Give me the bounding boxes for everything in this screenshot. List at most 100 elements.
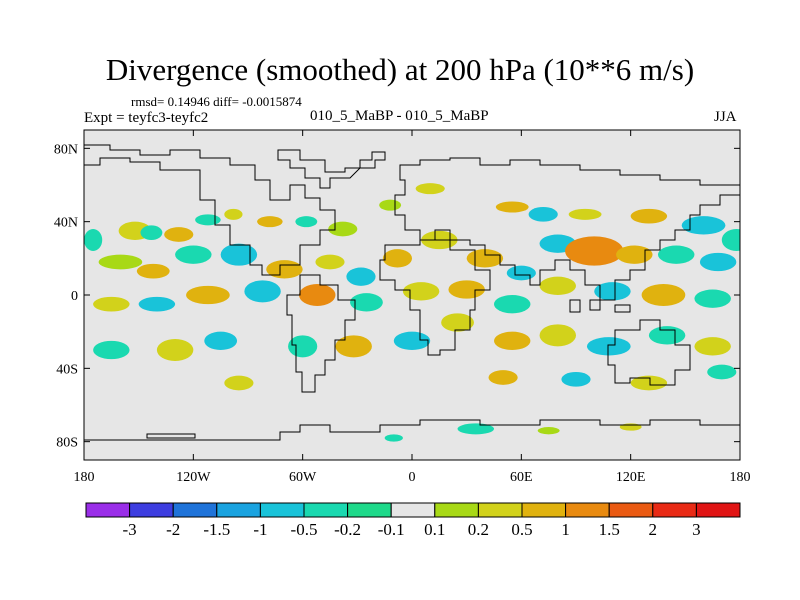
divergence-contour bbox=[630, 208, 668, 224]
colorbar-swatch bbox=[695, 502, 741, 518]
divergence-contour bbox=[244, 280, 281, 303]
divergence-contour bbox=[494, 295, 531, 314]
divergence-contour bbox=[379, 199, 402, 211]
north-america-coast bbox=[84, 144, 336, 276]
antarctica-coast bbox=[84, 419, 740, 441]
colorbar-label: -1.5 bbox=[203, 520, 230, 539]
divergence-contour bbox=[586, 337, 631, 356]
divergence-contour bbox=[561, 372, 591, 387]
divergence-contour bbox=[630, 375, 668, 391]
colorbar-label: -0.5 bbox=[291, 520, 318, 539]
colorbar-swatch bbox=[608, 502, 654, 518]
x-tick-label: 120E bbox=[616, 470, 646, 485]
divergence-contour bbox=[93, 296, 130, 312]
ross-shelf-coast bbox=[146, 433, 196, 439]
colorbar-swatch bbox=[477, 502, 523, 518]
divergence-contour bbox=[186, 285, 230, 305]
divergence-contour bbox=[335, 335, 372, 358]
case-label: 010_5_MaBP - 010_5_MaBP bbox=[310, 108, 489, 124]
australia-coast bbox=[607, 319, 691, 386]
colorbar-label: -1 bbox=[253, 520, 267, 539]
experiment-label: Expt = teyfc3-teyfc2 bbox=[84, 110, 209, 126]
colorbar-label: 1.5 bbox=[599, 520, 620, 539]
season-label: JJA bbox=[714, 109, 737, 125]
x-tick-label: 120W bbox=[176, 470, 211, 485]
colorbar-swatch bbox=[521, 502, 567, 518]
colorbar-swatch bbox=[172, 502, 218, 518]
y-tick-label: 80S bbox=[56, 436, 78, 451]
divergence-contour bbox=[466, 249, 504, 268]
divergence-contour bbox=[204, 331, 238, 351]
x-tick-label: 60W bbox=[289, 470, 317, 485]
colorbar-label: 0.5 bbox=[511, 520, 532, 539]
divergence-contour bbox=[616, 245, 653, 264]
x-tick-label: 180 bbox=[74, 470, 95, 485]
divergence-contour bbox=[350, 293, 383, 312]
eurasia-coast bbox=[394, 157, 740, 301]
divergence-contour bbox=[641, 284, 686, 306]
x-axis: 180 120W 60W 0 60E 120E 180 bbox=[74, 130, 751, 485]
colorbar-label: 1 bbox=[561, 520, 570, 539]
divergence-contour bbox=[220, 243, 258, 266]
coastlines bbox=[84, 144, 740, 441]
divergence-contour bbox=[565, 236, 624, 266]
divergence-contour bbox=[658, 245, 695, 264]
divergence-contour bbox=[175, 245, 212, 264]
divergence-contour bbox=[402, 282, 440, 301]
divergence-contour bbox=[164, 227, 194, 242]
divergence-contour bbox=[457, 423, 494, 435]
divergence-contour bbox=[721, 229, 740, 251]
divergence-contour bbox=[537, 427, 560, 435]
colorbar-swatch bbox=[216, 502, 261, 518]
divergence-contour bbox=[346, 267, 376, 286]
africa-coast bbox=[379, 239, 491, 356]
divergence-contour bbox=[257, 216, 283, 228]
divergence-contour bbox=[594, 282, 631, 301]
divergence-contour bbox=[382, 249, 412, 268]
divergence-contour bbox=[619, 423, 642, 431]
divergence-contour bbox=[93, 340, 130, 360]
divergence-contour bbox=[528, 207, 558, 222]
y-tick-label: 0 bbox=[71, 289, 78, 304]
colorbar-label: 3 bbox=[692, 520, 701, 539]
divergence-contour bbox=[138, 296, 176, 312]
divergence-contour bbox=[681, 216, 726, 235]
divergence-contour bbox=[448, 280, 485, 299]
colorbar-swatch bbox=[390, 502, 436, 518]
divergence-contour bbox=[694, 337, 731, 356]
divergence-contour bbox=[415, 183, 445, 195]
colorbar-label: -2 bbox=[166, 520, 180, 539]
divergence-contour bbox=[299, 284, 336, 306]
southeast-asia-islands bbox=[569, 299, 631, 313]
divergence-contour bbox=[328, 221, 358, 237]
y-axis: 80N 40N 0 40S 80S bbox=[54, 142, 740, 451]
divergence-contour bbox=[224, 208, 243, 220]
divergence-contour bbox=[156, 339, 194, 361]
divergence-contour bbox=[98, 254, 143, 270]
colorbar-label: 0.1 bbox=[424, 520, 445, 539]
colorbar-label: 0.2 bbox=[468, 520, 489, 539]
divergence-contour bbox=[539, 276, 576, 296]
colorbar-swatch bbox=[347, 502, 392, 518]
divergence-contour bbox=[84, 229, 103, 251]
colorbar-label: 2 bbox=[649, 520, 658, 539]
divergence-contour bbox=[136, 263, 170, 279]
colorbar-swatch bbox=[565, 502, 610, 518]
divergence-contour bbox=[707, 364, 737, 380]
colorbar-swatch bbox=[129, 502, 174, 518]
colorbar-label: -0.2 bbox=[334, 520, 361, 539]
divergence-contour bbox=[694, 289, 731, 308]
y-tick-label: 40S bbox=[56, 362, 78, 377]
divergence-contour bbox=[384, 434, 403, 442]
divergence-contour bbox=[699, 252, 737, 272]
x-tick-label: 180 bbox=[730, 470, 751, 485]
divergence-contour bbox=[288, 335, 318, 358]
divergence-contour bbox=[441, 313, 474, 332]
divergence-contour bbox=[140, 225, 163, 241]
divergence-contour bbox=[224, 375, 254, 391]
divergence-contour bbox=[266, 260, 303, 279]
divergence-contour bbox=[506, 265, 536, 281]
colorbar-swatch bbox=[259, 502, 305, 518]
colorbar-label: -3 bbox=[123, 520, 137, 539]
